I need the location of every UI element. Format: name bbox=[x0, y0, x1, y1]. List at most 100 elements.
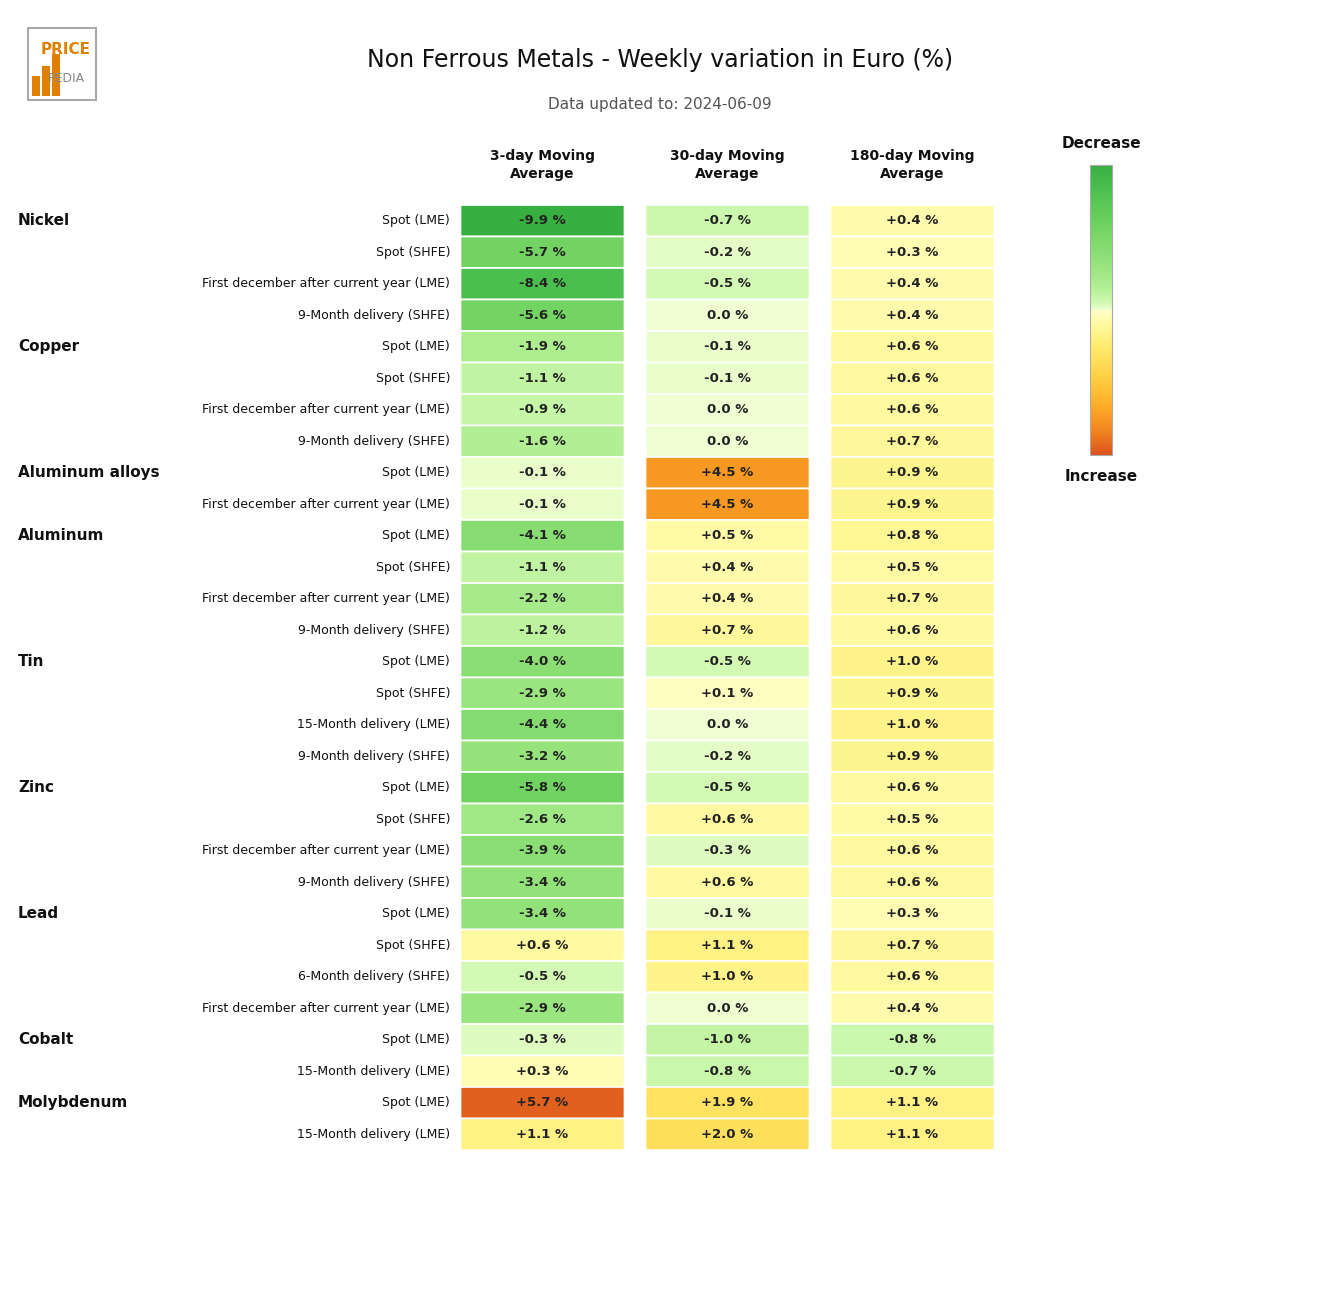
Bar bbox=[1090, 368, 1111, 369]
Text: -2.2 %: -2.2 % bbox=[519, 592, 566, 606]
Bar bbox=[1090, 299, 1111, 300]
Bar bbox=[1090, 385, 1111, 386]
Bar bbox=[1090, 448, 1111, 449]
Bar bbox=[1090, 363, 1111, 364]
Bar bbox=[1090, 288, 1111, 290]
Bar bbox=[1090, 329, 1111, 330]
Bar bbox=[1090, 397, 1111, 398]
Bar bbox=[42, 67, 50, 97]
Bar bbox=[1090, 405, 1111, 406]
Text: -1.9 %: -1.9 % bbox=[519, 341, 566, 354]
Text: +0.6 %: +0.6 % bbox=[886, 782, 939, 795]
Text: +4.5 %: +4.5 % bbox=[701, 466, 754, 479]
Bar bbox=[1090, 201, 1111, 202]
Bar bbox=[1090, 317, 1111, 318]
Bar bbox=[1090, 450, 1111, 452]
Text: -0.1 %: -0.1 % bbox=[519, 497, 566, 510]
FancyBboxPatch shape bbox=[830, 773, 994, 804]
Bar bbox=[1090, 384, 1111, 385]
Bar bbox=[1090, 189, 1111, 191]
Text: +1.1 %: +1.1 % bbox=[516, 1128, 569, 1141]
Bar bbox=[1090, 214, 1111, 215]
Bar bbox=[1090, 194, 1111, 196]
Text: +2.0 %: +2.0 % bbox=[701, 1128, 754, 1141]
Bar bbox=[1090, 266, 1111, 268]
Bar bbox=[1090, 211, 1111, 213]
Bar bbox=[1090, 453, 1111, 454]
Bar bbox=[1090, 264, 1111, 265]
FancyBboxPatch shape bbox=[830, 677, 994, 709]
Bar bbox=[1090, 359, 1111, 360]
Text: +0.6 %: +0.6 % bbox=[886, 970, 939, 983]
FancyBboxPatch shape bbox=[645, 709, 809, 740]
Text: +0.6 %: +0.6 % bbox=[886, 876, 939, 889]
Bar bbox=[1090, 294, 1111, 295]
FancyBboxPatch shape bbox=[461, 835, 624, 867]
Bar bbox=[1090, 436, 1111, 437]
FancyBboxPatch shape bbox=[461, 236, 624, 268]
FancyBboxPatch shape bbox=[461, 583, 624, 615]
Bar bbox=[1090, 305, 1111, 307]
Bar bbox=[1090, 184, 1111, 185]
FancyBboxPatch shape bbox=[645, 583, 809, 615]
Text: +0.3 %: +0.3 % bbox=[886, 245, 939, 258]
Bar bbox=[1090, 331, 1111, 333]
Bar bbox=[1090, 403, 1111, 405]
Bar bbox=[1090, 218, 1111, 219]
Text: Spot (LME): Spot (LME) bbox=[383, 214, 450, 227]
Bar bbox=[1090, 298, 1111, 299]
FancyBboxPatch shape bbox=[461, 300, 624, 331]
Text: -3.2 %: -3.2 % bbox=[519, 750, 566, 762]
Text: +0.5 %: +0.5 % bbox=[886, 561, 939, 574]
FancyBboxPatch shape bbox=[461, 425, 624, 457]
Bar bbox=[1090, 219, 1111, 221]
Text: Tin: Tin bbox=[18, 654, 45, 669]
FancyBboxPatch shape bbox=[645, 552, 809, 583]
Bar bbox=[1090, 254, 1111, 256]
Bar bbox=[1090, 442, 1111, 444]
Bar bbox=[1090, 215, 1111, 217]
Bar bbox=[1090, 181, 1111, 184]
Bar bbox=[1090, 226, 1111, 227]
FancyBboxPatch shape bbox=[830, 929, 994, 960]
Bar bbox=[1090, 249, 1111, 251]
FancyBboxPatch shape bbox=[645, 835, 809, 867]
Text: +0.3 %: +0.3 % bbox=[516, 1065, 569, 1078]
Bar bbox=[1090, 245, 1111, 247]
Text: Zinc: Zinc bbox=[18, 780, 54, 795]
Bar bbox=[1090, 256, 1111, 257]
FancyBboxPatch shape bbox=[830, 519, 994, 552]
Bar bbox=[1090, 238, 1111, 239]
Bar bbox=[1090, 440, 1111, 441]
FancyBboxPatch shape bbox=[830, 1024, 994, 1056]
Text: +0.6 %: +0.6 % bbox=[516, 938, 569, 951]
FancyBboxPatch shape bbox=[830, 488, 994, 519]
Text: +0.4 %: +0.4 % bbox=[701, 592, 754, 606]
Bar bbox=[1090, 236, 1111, 238]
FancyBboxPatch shape bbox=[461, 646, 624, 677]
Bar bbox=[1090, 390, 1111, 392]
FancyBboxPatch shape bbox=[461, 740, 624, 773]
Text: Lead: Lead bbox=[18, 906, 59, 921]
Bar bbox=[1090, 210, 1111, 211]
Bar bbox=[1090, 227, 1111, 228]
Text: Spot (SHFE): Spot (SHFE) bbox=[375, 686, 450, 699]
Text: Copper: Copper bbox=[18, 339, 79, 354]
Bar bbox=[1090, 334, 1111, 337]
Text: PEDIA: PEDIA bbox=[48, 72, 84, 85]
Bar bbox=[1090, 204, 1111, 206]
FancyBboxPatch shape bbox=[830, 457, 994, 488]
FancyBboxPatch shape bbox=[645, 1087, 809, 1118]
FancyBboxPatch shape bbox=[645, 205, 809, 236]
FancyBboxPatch shape bbox=[461, 363, 624, 394]
Text: Spot (LME): Spot (LME) bbox=[383, 530, 450, 543]
Text: -4.1 %: -4.1 % bbox=[519, 530, 566, 543]
Text: -0.5 %: -0.5 % bbox=[704, 277, 751, 290]
Bar bbox=[1090, 424, 1111, 425]
FancyBboxPatch shape bbox=[645, 804, 809, 835]
Bar bbox=[1090, 167, 1111, 168]
Bar bbox=[1090, 399, 1111, 401]
Bar bbox=[1090, 381, 1111, 382]
Bar bbox=[1090, 414, 1111, 415]
Bar bbox=[1090, 278, 1111, 281]
